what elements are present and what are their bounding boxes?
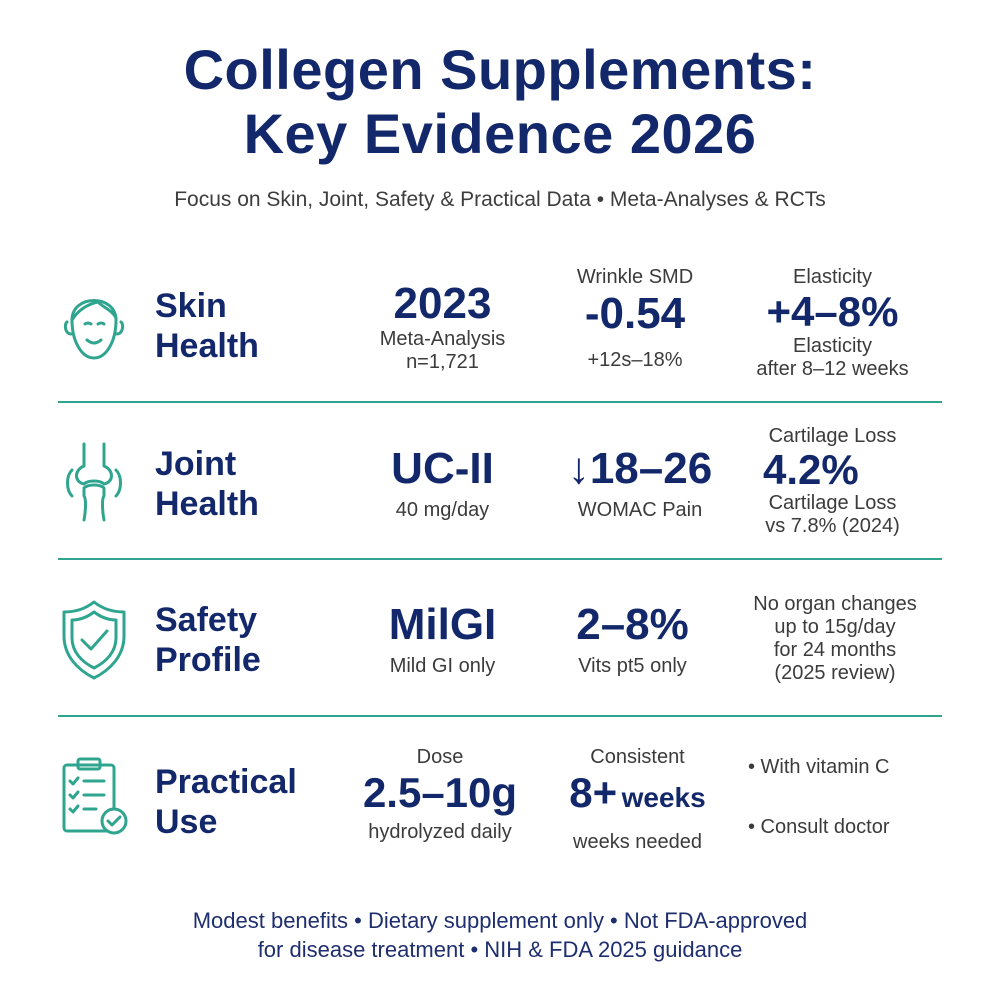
cell-sub: WOMAC Pain [577,499,703,521]
category-line: Skin [155,287,227,325]
category-practical-use: Practical Use [155,762,297,842]
checklist-icon [62,757,128,835]
practical-dose-cell: Dose 2.5–10g hydrolyzed daily [340,746,540,844]
cell-line: No organ changes [753,593,917,615]
cell-top-label: Dose [416,746,464,768]
face-icon [63,299,125,360]
category-joint-health: Joint Health [155,444,259,524]
big-value: MilGI [388,600,497,649]
big-value: ↓18–26 [567,444,713,493]
cell-sub: Vits pt5 only [578,655,687,677]
cell-top-label: Cartilage Loss [768,425,897,447]
category-line: Use [155,803,218,841]
bullet-consult-doctor: • Consult doctor [748,816,890,838]
big-value: -0.54 [584,289,686,338]
cell-sub: Meta-Analysis [379,328,506,350]
cell-sub: Mild GI only [389,655,496,677]
duration-number: 8+ [569,769,618,816]
big-value: 2023 [393,279,492,328]
category-line: Joint [155,445,237,483]
big-value: 8+ weeks [545,769,730,827]
cell-sub: n=1,721 [406,351,479,373]
category-line: Safety [155,601,258,639]
big-value: 2.5–10g [362,769,518,816]
category-line: Practical [155,763,297,801]
category-safety-profile: Safety Profile [155,600,261,680]
cell-sub: +12s–18% [587,349,683,371]
page-subtitle: Focus on Skin, Joint, Safety & Practical… [174,188,826,211]
cell-sub: weeks needed [573,831,702,853]
skin-elasticity-cell: Elasticity +4–8% Elasticity after 8–12 w… [735,266,930,381]
safety-organ-cell: No organ changes up to 15g/day for 24 mo… [735,593,935,685]
footer-line: Modest benefits • Dietary supplement onl… [192,908,808,933]
title-line-2: Key Evidence 2026 [243,102,757,165]
title-line-1: Collegen Supplements: [183,38,817,101]
big-value: UC-II [391,444,494,493]
joint-pain-cell: ↓18–26 WOMAC Pain [545,445,735,522]
skin-wrinkle-cell: Wrinkle SMD -0.54 +12s–18% [545,266,725,372]
big-value: 4.2% [763,446,859,493]
category-line: Profile [155,641,261,679]
page-title: Collegen Supplements: Key Evidence 2026 [0,38,1000,166]
cell-sub: Elasticity [793,335,872,357]
category-line: Health [155,327,259,365]
cell-sub: hydrolyzed daily [368,821,512,843]
cell-top-label: Elasticity [793,266,872,288]
cell-top-label: Wrinkle SMD [576,266,694,288]
cell-sub: vs 7.8% (2024) [765,515,900,537]
row-divider [58,715,942,717]
cell-sub: 40 mg/day [395,499,490,521]
cell-line: up to 15g/day [774,616,896,638]
safety-rate-cell: 2–8% Vits pt5 only [545,601,720,678]
joint-cartilage-cell: Cartilage Loss 4.2% Cartilage Loss vs 7.… [735,425,930,538]
practical-duration-cell: Consistent 8+ weeks weeks needed [545,746,730,854]
cell-line: (2025 review) [774,662,896,684]
knee-joint-icon [66,442,122,522]
category-skin-health: Skin Health [155,286,259,366]
skin-study-cell: 2023 Meta-Analysis n=1,721 [340,280,545,374]
safety-gi-cell: MilGI Mild GI only [340,601,545,678]
big-value: 2–8% [576,600,689,649]
row-divider [58,558,942,560]
cell-top-label: Consistent [590,746,685,768]
shield-check-icon [62,600,126,680]
big-value: +4–8% [766,288,899,335]
joint-dose-cell: UC-II 40 mg/day [340,445,545,522]
footer-disclaimer: Modest benefits • Dietary supplement onl… [0,906,1000,964]
cell-sub: Cartilage Loss [768,492,897,514]
footer-line: for disease treatment • NIH & FDA 2025 g… [257,937,743,962]
cell-sub: after 8–12 weeks [756,358,909,380]
cell-line: for 24 months [773,639,897,661]
bullet-vitamin-c: • With vitamin C [748,756,890,778]
row-divider [58,401,942,403]
duration-unit: weeks [621,782,706,813]
category-line: Health [155,485,259,523]
